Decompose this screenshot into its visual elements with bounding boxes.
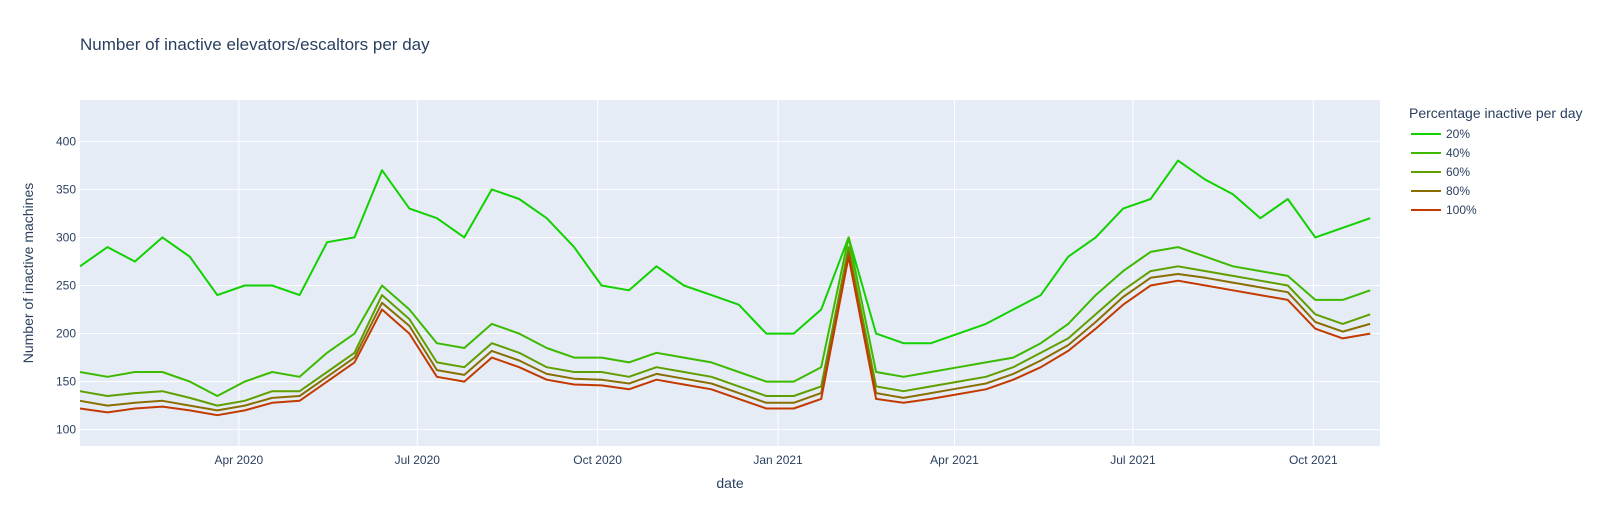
x-tick-label: Oct 2021 [1289, 453, 1338, 467]
x-tick-labels: Apr 2020 Jul 2020 Oct 2020 Jan 2021 Apr 2021… [214, 453, 1338, 467]
series-line-20pct [79, 159, 1371, 345]
y-tick-label: 350 [56, 182, 76, 196]
legend-item-label: 60% [1446, 165, 1470, 179]
x-tick-label: Jan 2021 [753, 453, 803, 467]
y-tick-label: 400 [56, 134, 76, 148]
legend-item-label: 20% [1446, 127, 1470, 141]
series-line-40pct [79, 236, 1371, 397]
x-tick-label: Apr 2021 [930, 453, 979, 467]
x-tick-label: Jul 2021 [1110, 453, 1156, 467]
x-axis-title: date [716, 475, 743, 491]
y-gridlines [80, 140, 1380, 431]
series-line-80pct [79, 250, 1371, 412]
series-line-100pct [79, 255, 1371, 417]
legend-item-label: 80% [1446, 184, 1470, 198]
y-tick-label: 300 [56, 230, 76, 244]
series-line-60pct [79, 246, 1371, 407]
x-tick-label: Oct 2020 [573, 453, 622, 467]
chart-title: Number of inactive elevators/escaltors p… [80, 35, 430, 54]
legend-item-label: 40% [1446, 146, 1470, 160]
y-tick-label: 150 [56, 375, 76, 389]
x-tick-label: Jul 2020 [395, 453, 441, 467]
y-tick-label: 200 [56, 327, 76, 341]
legend-title: Percentage inactive per day [1409, 105, 1583, 121]
y-tick-labels: 100 150 200 250 300 350 400 [56, 134, 76, 436]
legend: Percentage inactive per day 20% 40% 60% 80%… [1409, 105, 1583, 217]
plot-area [80, 100, 1380, 446]
y-axis-title: Number of inactive machines [20, 183, 36, 364]
series-lines [79, 159, 1371, 417]
x-tick-label: Apr 2020 [214, 453, 263, 467]
x-gridlines [238, 100, 1314, 446]
y-tick-label: 250 [56, 278, 76, 292]
legend-item-label: 100% [1446, 203, 1477, 217]
y-tick-label: 100 [56, 423, 76, 437]
